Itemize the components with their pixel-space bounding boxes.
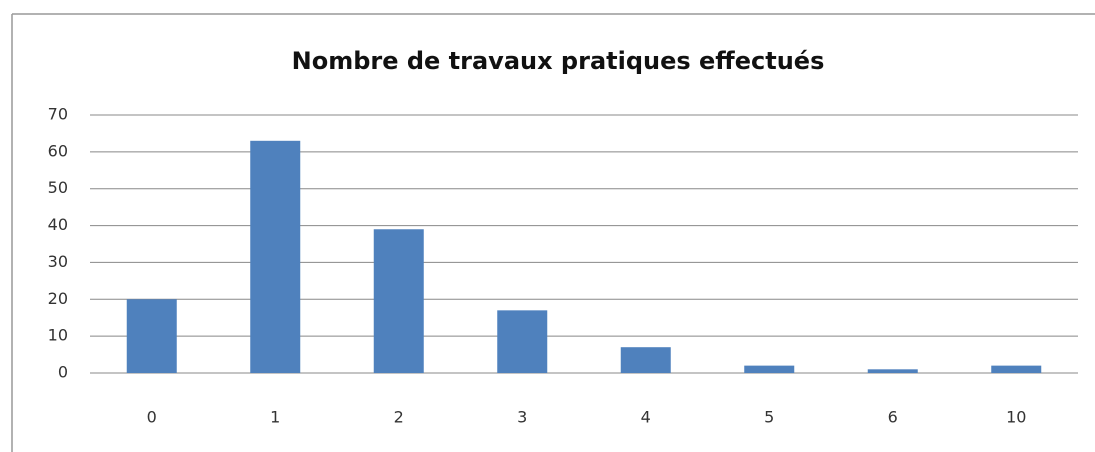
y-tick-label: 70 bbox=[48, 105, 68, 124]
x-tick-label: 10 bbox=[1006, 408, 1026, 427]
bar bbox=[991, 365, 1042, 373]
x-tick-label: 5 bbox=[764, 408, 774, 427]
bar bbox=[250, 140, 301, 373]
x-tick-label: 3 bbox=[517, 408, 527, 427]
bar bbox=[620, 347, 671, 373]
x-tick-label: 1 bbox=[270, 408, 280, 427]
y-tick-label: 20 bbox=[48, 289, 68, 308]
y-tick-label: 60 bbox=[48, 141, 68, 160]
x-tick-label: 0 bbox=[147, 408, 157, 427]
bar bbox=[126, 299, 177, 373]
x-tick-label: 4 bbox=[641, 408, 651, 427]
bar bbox=[373, 229, 424, 373]
x-tick-label: 6 bbox=[888, 408, 898, 427]
bar bbox=[867, 369, 918, 373]
y-tick-label: 30 bbox=[48, 252, 68, 271]
bar bbox=[744, 365, 795, 373]
bar bbox=[497, 310, 548, 373]
y-tick-label: 0 bbox=[58, 363, 68, 382]
y-tick-label: 50 bbox=[48, 178, 68, 197]
y-tick-label: 40 bbox=[48, 215, 68, 234]
chart-title: Nombre de travaux pratiques effectués bbox=[292, 47, 825, 75]
x-tick-label: 2 bbox=[394, 408, 404, 427]
y-tick-label: 10 bbox=[48, 326, 68, 345]
